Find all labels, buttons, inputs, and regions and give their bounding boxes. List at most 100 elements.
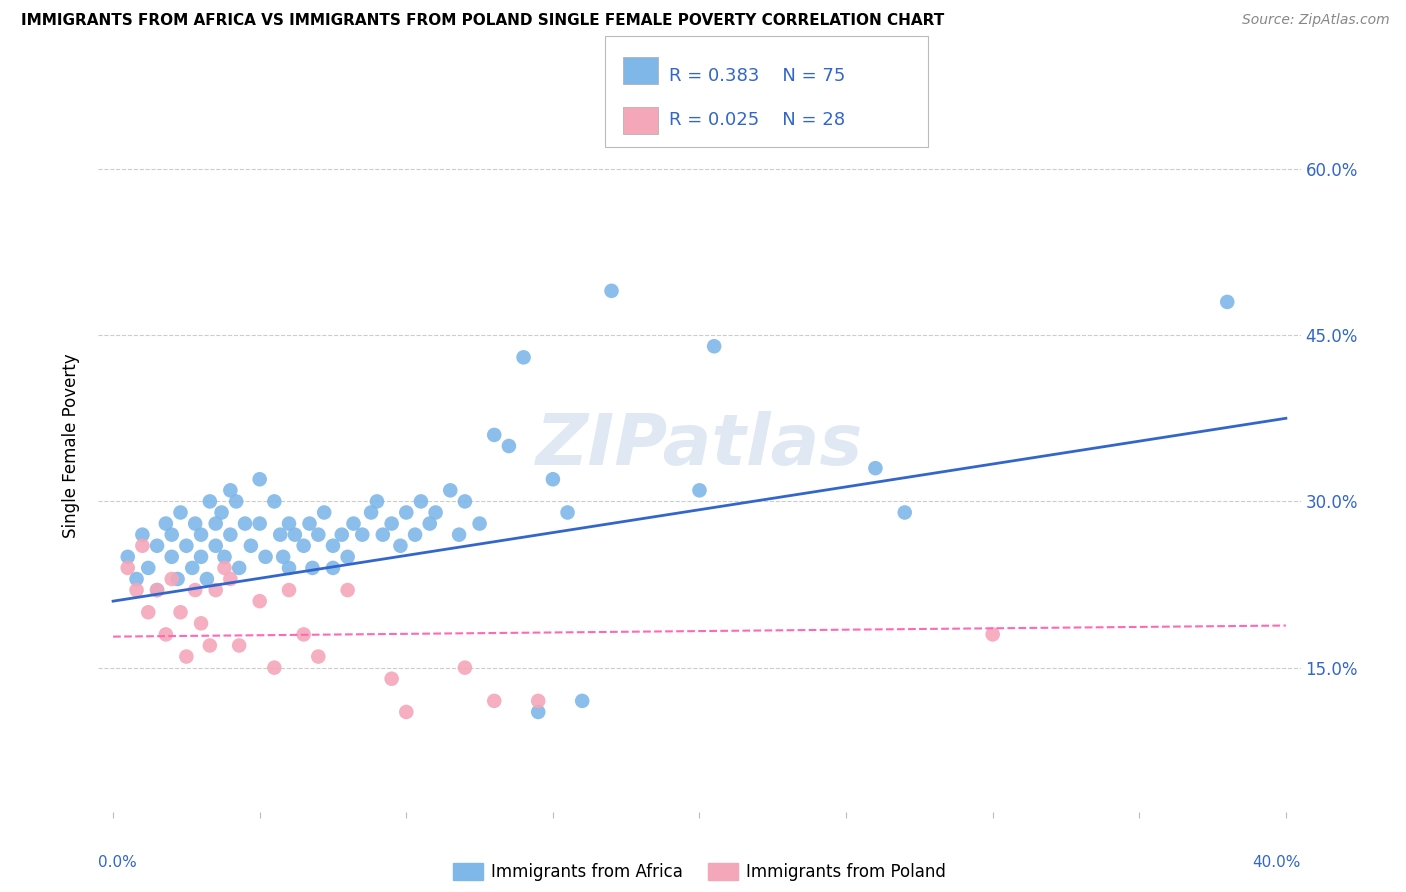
Point — [263, 660, 285, 674]
Point — [981, 627, 1004, 641]
Point — [225, 494, 247, 508]
Point — [314, 506, 336, 520]
Text: 40.0%: 40.0% — [1253, 855, 1301, 870]
Point — [893, 506, 915, 520]
Point — [214, 549, 236, 564]
Point — [219, 483, 242, 498]
Point — [336, 549, 359, 564]
Point — [254, 549, 277, 564]
Point — [454, 494, 477, 508]
Point — [271, 549, 294, 564]
Point — [381, 516, 404, 531]
Text: Source: ZipAtlas.com: Source: ZipAtlas.com — [1241, 13, 1389, 28]
Point — [1216, 294, 1239, 309]
Point — [166, 572, 188, 586]
Point — [865, 461, 887, 475]
Point — [146, 583, 169, 598]
Point — [184, 583, 207, 598]
Point — [342, 516, 364, 531]
Point — [219, 527, 242, 541]
Point — [228, 639, 250, 653]
Point — [131, 527, 153, 541]
Point — [571, 694, 593, 708]
Point — [366, 494, 388, 508]
Point — [322, 539, 344, 553]
Point — [195, 572, 218, 586]
Point — [278, 516, 301, 531]
Point — [454, 660, 477, 674]
Point — [190, 549, 212, 564]
Point — [425, 506, 447, 520]
Point — [249, 472, 271, 486]
Text: ZIPatlas: ZIPatlas — [536, 411, 863, 481]
Point — [389, 539, 412, 553]
Point — [557, 506, 579, 520]
Y-axis label: Single Female Poverty: Single Female Poverty — [62, 354, 80, 538]
Point — [117, 549, 139, 564]
Point — [307, 649, 329, 664]
Point — [176, 649, 198, 664]
Point — [190, 616, 212, 631]
Point — [447, 527, 470, 541]
Point — [600, 284, 623, 298]
Point — [484, 694, 506, 708]
Text: R = 0.383    N = 75: R = 0.383 N = 75 — [669, 67, 845, 85]
Point — [419, 516, 441, 531]
Point — [136, 605, 159, 619]
Point — [117, 561, 139, 575]
Point — [190, 527, 212, 541]
Point — [204, 583, 226, 598]
Point — [219, 572, 242, 586]
Point — [176, 539, 198, 553]
Point — [125, 583, 148, 598]
Point — [689, 483, 711, 498]
Point — [439, 483, 461, 498]
Point — [155, 627, 177, 641]
Point — [169, 605, 191, 619]
Point — [184, 516, 207, 531]
Point — [269, 527, 291, 541]
Point — [136, 561, 159, 575]
Point — [284, 527, 307, 541]
Point — [125, 572, 148, 586]
Point — [703, 339, 725, 353]
Point — [307, 527, 329, 541]
Point — [395, 705, 418, 719]
Point — [395, 506, 418, 520]
Point — [204, 539, 226, 553]
Point — [541, 472, 564, 486]
Point — [146, 539, 169, 553]
Point — [298, 516, 321, 531]
Point — [527, 694, 550, 708]
Point — [468, 516, 491, 531]
Point — [204, 516, 226, 531]
Point — [198, 639, 221, 653]
Point — [352, 527, 374, 541]
Text: IMMIGRANTS FROM AFRICA VS IMMIGRANTS FROM POLAND SINGLE FEMALE POVERTY CORRELATI: IMMIGRANTS FROM AFRICA VS IMMIGRANTS FRO… — [21, 13, 945, 29]
Point — [160, 572, 183, 586]
Point — [301, 561, 323, 575]
Text: 0.0%: 0.0% — [98, 855, 138, 870]
Point — [214, 561, 236, 575]
Point — [322, 561, 344, 575]
Point — [484, 428, 506, 442]
Point — [512, 351, 534, 365]
Point — [211, 506, 233, 520]
Point — [527, 705, 550, 719]
Point — [155, 516, 177, 531]
Point — [263, 494, 285, 508]
Point — [381, 672, 404, 686]
Point — [371, 527, 394, 541]
Point — [404, 527, 426, 541]
Point — [409, 494, 432, 508]
Point — [292, 627, 315, 641]
Point — [330, 527, 353, 541]
Point — [146, 583, 169, 598]
Point — [181, 561, 204, 575]
Point — [160, 549, 183, 564]
Point — [249, 516, 271, 531]
Point — [498, 439, 520, 453]
Point — [131, 539, 153, 553]
Point — [239, 539, 262, 553]
Point — [233, 516, 256, 531]
